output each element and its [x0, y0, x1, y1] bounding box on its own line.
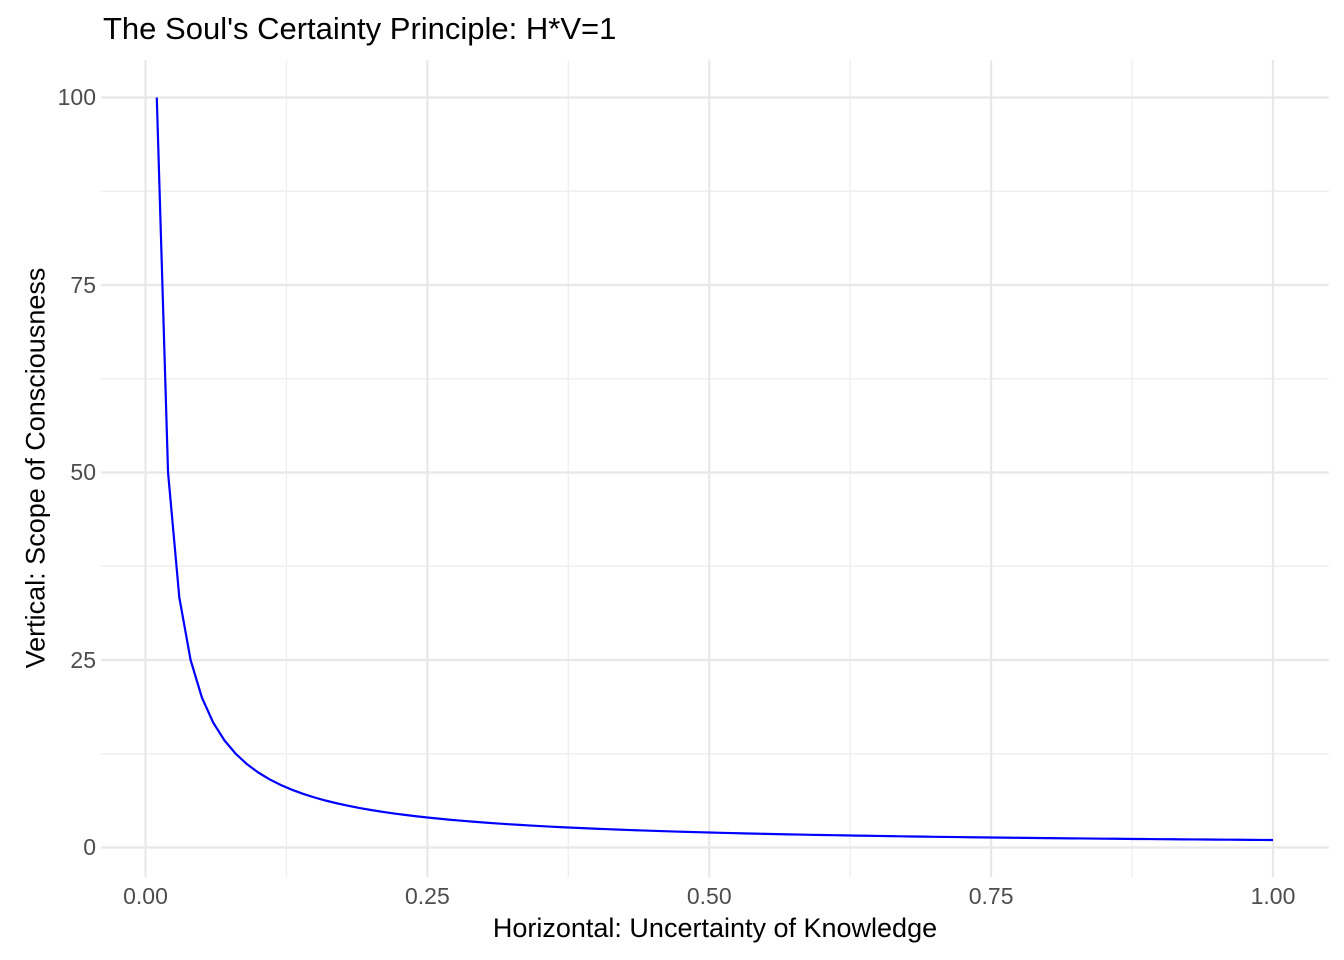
x-tick-label: 0.00 [123, 883, 168, 909]
y-tick-label: 25 [70, 646, 96, 673]
chart-title: The Soul's Certainty Principle: H*V=1 [103, 11, 617, 46]
x-tick-label: 0.75 [968, 883, 1014, 909]
x-tick-label: 0.25 [404, 883, 450, 909]
y-tick-label: 100 [57, 84, 96, 110]
y-tick-label: 75 [70, 271, 96, 298]
y-tick-label: 50 [70, 459, 96, 485]
x-axis-title: Horizontal: Uncertainty of Knowledge [492, 913, 938, 943]
x-tick-label: 0.50 [686, 883, 732, 909]
x-tick-label: 1.00 [1250, 883, 1296, 909]
y-tick-label: 0 [83, 834, 96, 860]
data-curve [155, 97, 1274, 842]
